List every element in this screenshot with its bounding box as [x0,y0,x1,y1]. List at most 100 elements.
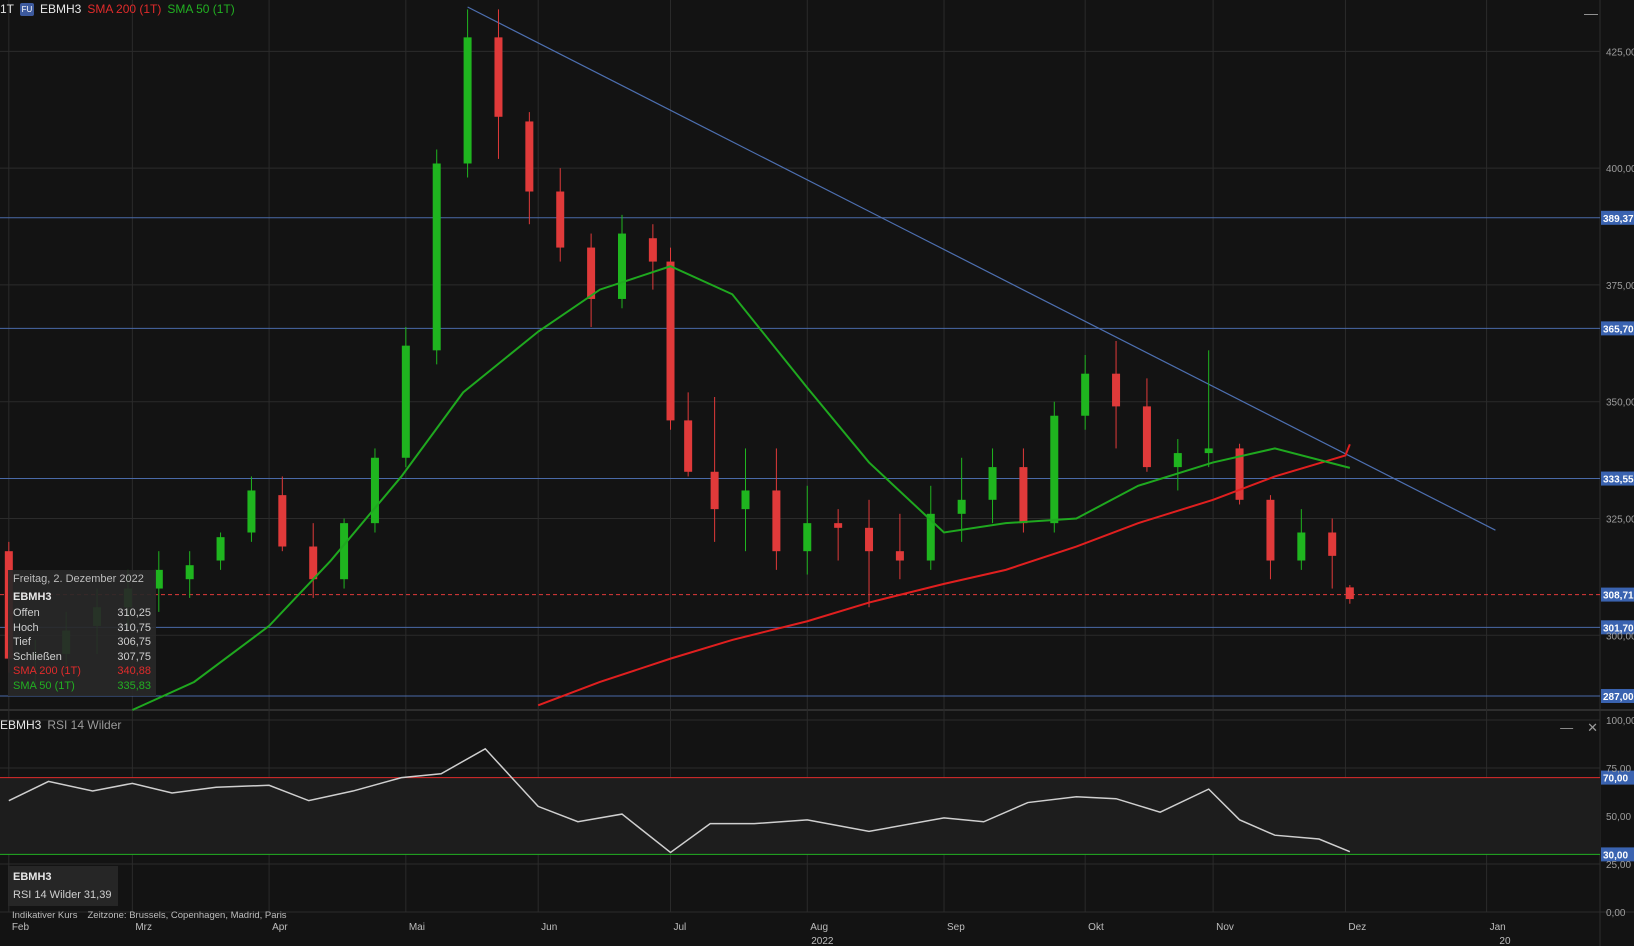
rsi-level-label: 30,00 [1603,850,1628,861]
exchange-badge: FU [20,2,35,16]
rsi-symbol-label: EBMH3 [0,718,42,732]
close-icon[interactable]: ✕ [1587,720,1598,735]
candle-body [1019,467,1028,524]
sma200-line [537,443,1351,707]
candle-body [309,546,318,580]
horizontal-levels: 389,37 365,70 333,55 301,70 287,00 308,71 [0,210,1634,703]
rsi-controls: — ✕ [1560,720,1598,736]
candle-body [834,523,843,528]
y-tick-label: 325,00 [1606,514,1634,525]
info-row-open: Offen 310,25 [13,607,151,619]
year-label: 20 [1499,936,1511,946]
candle-body [957,499,966,514]
candle-body [684,420,693,472]
info-row-sma200: SMA 200 (1T) 340,88 [13,665,151,677]
y-tick-label: 375,00 [1606,281,1634,292]
candle-body [401,345,410,458]
rsi-band [0,777,1600,855]
candle-body [895,551,904,561]
y-tick-label: 425,00 [1606,47,1634,58]
info-row-high: Hoch 310,75 [13,621,151,634]
rsi-info-box: EBMH3 RSI 14 Wilder 31,39 [8,866,118,906]
x-tick-label: Aug [810,922,828,933]
candle-body [278,495,287,547]
candle-body [988,467,997,500]
candle-body [1328,532,1337,556]
y-tick-label: 300,00 [1606,631,1634,642]
timeframe-label[interactable]: 1T [0,2,15,16]
candle-body [216,537,225,561]
footer-timezone: Zeitzone: Brussels, Copenhagen, Madrid, … [87,910,287,921]
rsi-info-symbol: EBMH3 [13,871,52,883]
level-label-bg [1601,210,1634,225]
rsi-level-label-bg [1601,847,1634,862]
sma50-line [131,265,1351,711]
sma-lines [131,265,1351,711]
candle-body [1112,373,1121,407]
sma50-legend[interactable]: SMA 50 (1T) [167,2,235,16]
candle-body [648,238,657,262]
candle-body [710,471,719,510]
candle-body [370,457,379,524]
candle-body [154,569,163,589]
x-tick-label: Okt [1088,922,1104,933]
y-tick-label: 350,00 [1606,398,1634,409]
rsi-header: EBMH3 RSI 14 Wilder [0,718,121,732]
chart-header: 1T FU EBMH3 SMA 200 (1T) SMA 50 (1T) [0,1,235,17]
rsi-y-tick-label: 75,00 [1606,764,1631,775]
rsi-indicator-label[interactable]: RSI 14 Wilder [47,718,122,732]
candle-body [926,513,935,561]
candle-body [772,490,781,552]
level-label: 389,37 [1603,214,1634,225]
rsi-series: 70,00 30,00 [0,747,1634,862]
info-date: Freitag, 2. Dezember 2022 [13,573,144,585]
x-tick-label: Mai [409,922,425,933]
info-row-low: Tief 306,75 [13,636,151,648]
candle-body [1345,587,1354,600]
info-symbol: EBMH3 [13,591,52,603]
level-label-bg [1601,471,1634,486]
year-label: 2022 [811,936,834,946]
last-price-label-bg [1601,587,1634,602]
rsi-y-tick-label: 25,00 [1606,860,1631,871]
minimize-icon[interactable]: — [1584,5,1598,21]
candle-body [1235,448,1244,500]
rsi-line [8,747,1351,854]
rsi-level-label: 70,00 [1603,774,1628,785]
candle-body [463,37,472,164]
minimize-icon[interactable]: — [1560,720,1574,735]
level-label-bg [1601,620,1634,635]
candle-body [1173,453,1182,468]
footer-note: Indikativer Kurs [12,910,78,921]
candle-body [587,247,596,299]
candle-body [741,490,750,510]
x-tick-label: Nov [1216,922,1234,933]
x-tick-label: Sep [947,922,965,933]
x-tick-label: Apr [272,922,288,933]
x-tick-label: Mrz [135,922,152,933]
symbol-label[interactable]: EBMH3 [40,2,82,16]
candle-body [494,37,503,117]
trend-line [467,6,1496,531]
rsi-y-tick-label: 100,00 [1606,716,1634,727]
sma200-legend[interactable]: SMA 200 (1T) [87,2,162,16]
candle-body [666,261,675,421]
candle-body [1050,415,1059,524]
level-label: 301,70 [1603,623,1634,634]
candle-body [803,523,812,552]
candle-body [1266,499,1275,561]
trendline [467,6,1496,531]
candle-body [432,163,441,351]
level-label-bg [1601,321,1634,336]
x-tick-label: Jul [674,922,687,933]
x-tick-label: Jan [1490,922,1506,933]
rsi-level-label-bg [1601,770,1634,785]
candle-body [340,523,349,580]
candlestick-series [4,9,1354,687]
level-label-bg [1601,688,1634,703]
level-label: 287,00 [1603,692,1634,703]
rsi-info-value: RSI 14 Wilder 31,39 [13,889,112,901]
last-price-label: 308,71 [1603,591,1634,602]
info-row-close: Schließen 307,75 [13,650,151,663]
